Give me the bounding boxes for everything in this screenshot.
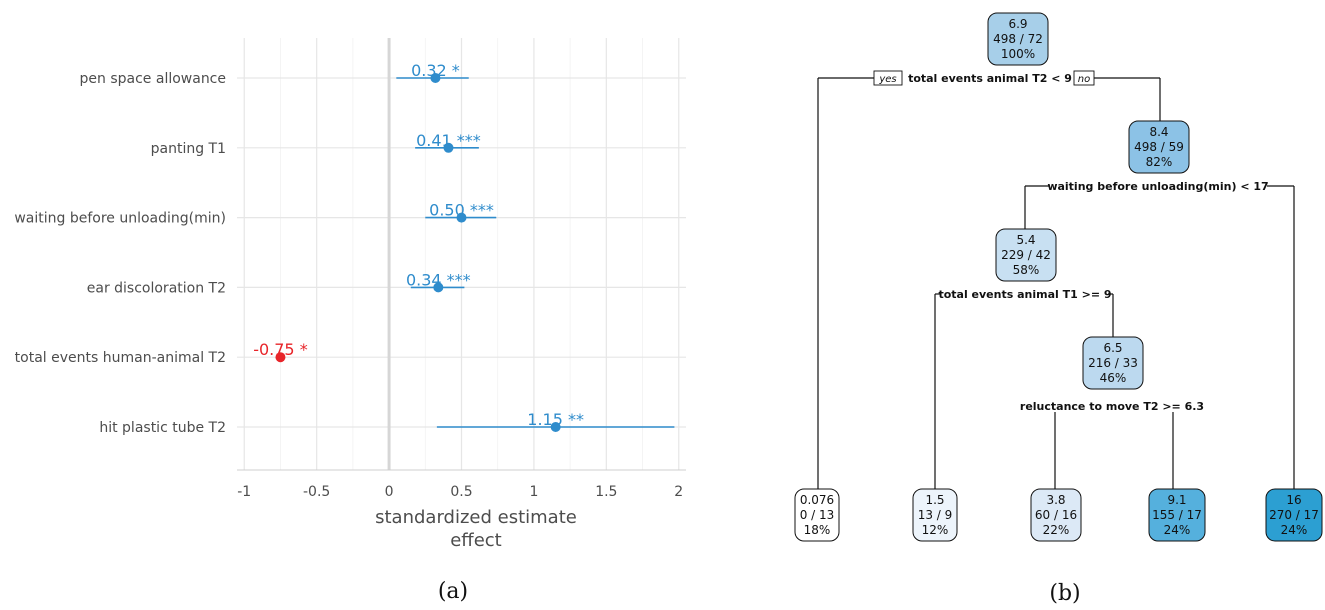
tree-node-text: 82% — [1146, 155, 1173, 169]
tree-leaf-text: 0.076 — [800, 493, 834, 507]
panel-a-label: (a) — [438, 579, 468, 604]
tree-node-text: 6.5 — [1103, 341, 1122, 355]
estimate-label: 0.34 *** — [406, 270, 471, 289]
tree-node-text: 216 / 33 — [1088, 356, 1138, 370]
tree-leaf-box — [912, 488, 958, 542]
estimate-label: 0.50 *** — [429, 201, 494, 220]
estimate-point — [275, 352, 286, 363]
x-tick-label: -0.5 — [303, 484, 330, 500]
tree-leaf-box — [1148, 488, 1206, 542]
y-category-label: hit plastic tube T2 — [99, 420, 226, 436]
estimate-label: -0.75 * — [253, 340, 307, 359]
panel-a-forest-plot: -1 -0.5 0 0.5 1 1.5 2 standardized estimateeffe… — [14, 38, 686, 551]
no-tag-box — [1073, 70, 1095, 86]
tree-leaf-text: 24% — [1281, 523, 1308, 537]
tree-leaf-text: 16 — [1286, 493, 1301, 507]
x-tick-label: 0 — [385, 484, 394, 500]
tree-leaf-text: 1.5 — [925, 493, 944, 507]
tree-node-text: 100% — [1001, 47, 1035, 61]
yes-tag-box — [873, 70, 903, 86]
tree-leaf-text: 270 / 17 — [1269, 508, 1319, 522]
y-category-label: total events human-animal T2 — [15, 350, 226, 366]
x-axis-title: effect — [450, 530, 502, 551]
tree-leaf-text: 13 / 9 — [918, 508, 953, 522]
y-category-label: panting T1 — [151, 141, 226, 157]
tree-leaf-text: 24% — [1164, 523, 1191, 537]
tree-node-text: 498 / 59 — [1134, 140, 1184, 154]
y-category-label: waiting before unloading(min) — [14, 211, 226, 227]
tree-leaf-text: 60 / 16 — [1035, 508, 1077, 522]
x-tick-label: 1.5 — [595, 484, 617, 500]
panel-b-label: (b) — [1049, 581, 1080, 606]
tree-node-box — [987, 12, 1049, 66]
tree-leaf-box — [794, 488, 840, 542]
tree-node-text: 229 / 42 — [1001, 248, 1051, 262]
tree-leaf-text: 155 / 17 — [1152, 508, 1202, 522]
x-tick-label: 1 — [529, 484, 538, 500]
estimate-point — [456, 212, 467, 223]
tree-node-box — [995, 228, 1057, 282]
split-label: reluctance to move T2 >= 6.3 — [1020, 400, 1204, 413]
estimate-label: 0.32 * — [411, 61, 460, 80]
tree-node-text: 498 / 72 — [993, 32, 1043, 46]
yes-tag: yes — [878, 74, 896, 85]
tree-node-text: 6.9 — [1008, 17, 1027, 31]
y-category-label: ear discoloration T2 — [87, 280, 226, 296]
x-tick-label: 0.5 — [450, 484, 472, 500]
tree-node-box — [1082, 336, 1144, 390]
tree-node-text: 8.4 — [1149, 125, 1168, 139]
x-tick-label: -1 — [237, 484, 251, 500]
tree-leaf-text: 18% — [804, 523, 831, 537]
tree-node-text: 5.4 — [1016, 233, 1035, 247]
y-category-label: pen space allowance — [80, 71, 226, 87]
estimate-point — [430, 73, 441, 83]
split-label: total events animal T2 < 9 — [908, 72, 1072, 85]
x-axis-title: standardized estimate — [375, 507, 577, 528]
tree-leaf-text: 12% — [922, 523, 949, 537]
x-tick-label: 2 — [674, 484, 683, 500]
tree-leaf-text: 3.8 — [1046, 493, 1065, 507]
split-label: total events animal T1 >= 9 — [938, 288, 1111, 301]
tree-leaf-box — [1030, 488, 1082, 542]
estimate-point — [550, 422, 561, 432]
tree-leaf-text: 22% — [1043, 523, 1070, 537]
no-tag: no — [1078, 74, 1090, 85]
estimate-label: 1.15 ** — [527, 410, 584, 429]
estimate-point — [433, 282, 444, 293]
tree-leaf-text: 0 / 13 — [800, 508, 835, 522]
tree-node-text: 46% — [1100, 371, 1127, 385]
estimate-point — [443, 142, 454, 153]
estimate-label: 0.41 *** — [416, 131, 481, 150]
tree-node-box — [1128, 120, 1190, 174]
panel-b-regression-tree: total events animal T2 < 9 waiting before… — [794, 12, 1323, 542]
tree-node-text: 58% — [1013, 263, 1040, 277]
tree-leaf-box — [1265, 488, 1323, 542]
tree-leaf-text: 9.1 — [1167, 493, 1186, 507]
split-label: waiting before unloading(min) < 17 — [1047, 180, 1268, 193]
